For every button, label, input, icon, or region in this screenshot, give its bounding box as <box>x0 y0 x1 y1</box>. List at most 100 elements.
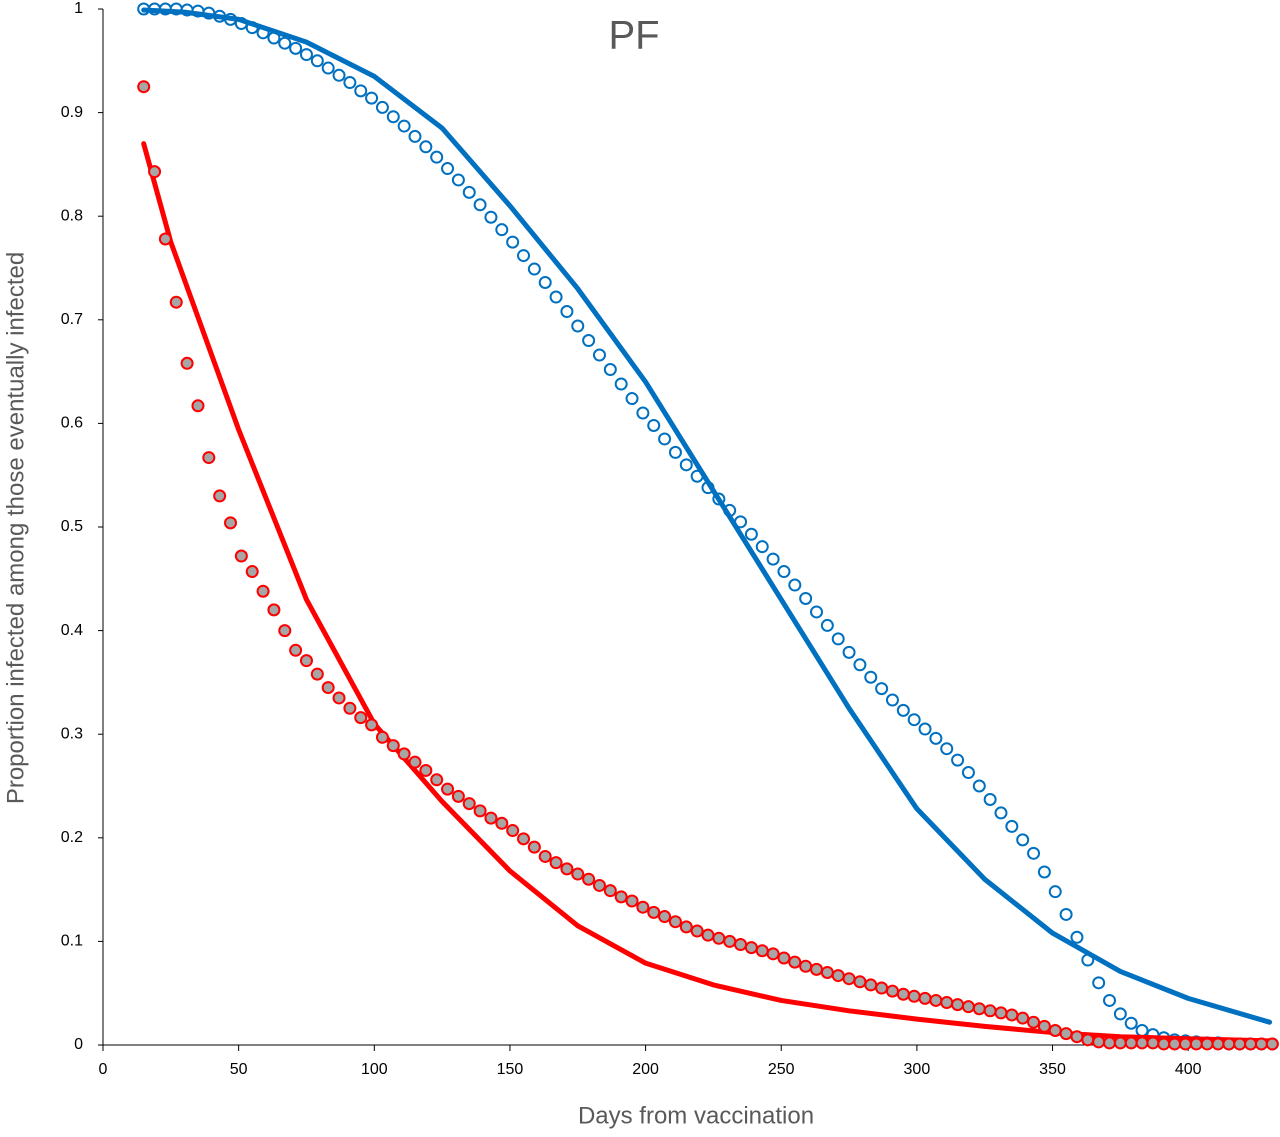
y-tick-label: 0.2 <box>61 829 83 846</box>
x-tick-label: 100 <box>361 1061 388 1078</box>
data-point <box>495 816 509 830</box>
data-point <box>614 890 628 904</box>
data-point <box>940 996 954 1010</box>
data-point <box>820 618 834 632</box>
x-axis-label: Days from vaccination <box>578 1102 814 1129</box>
data-point <box>755 540 769 554</box>
fit-line <box>141 141 1273 1044</box>
x-tick-label: 400 <box>1175 1061 1202 1078</box>
y-tick-label: 0.4 <box>61 622 83 639</box>
data-point <box>961 766 975 780</box>
data-point <box>885 984 899 998</box>
data-point <box>864 978 878 992</box>
data-point <box>375 730 389 744</box>
data-point <box>636 406 650 420</box>
data-point <box>386 739 400 753</box>
data-point <box>907 713 921 727</box>
data-point <box>1124 1036 1138 1050</box>
y-tick-label: 0.8 <box>61 207 83 224</box>
x-tick-label: 50 <box>230 1061 248 1078</box>
data-point <box>1103 1036 1117 1050</box>
data-point <box>278 624 292 638</box>
data-point <box>527 262 541 276</box>
data-point <box>961 1000 975 1014</box>
data-point <box>462 185 476 199</box>
data-point <box>744 941 758 955</box>
data-point <box>940 742 954 756</box>
chart-title: PF <box>608 14 659 58</box>
data-point <box>354 84 368 98</box>
data-point <box>951 753 965 767</box>
data-point <box>1037 1019 1051 1033</box>
data-point <box>506 235 520 249</box>
data-point <box>929 993 943 1007</box>
data-point <box>1135 1036 1149 1050</box>
data-point <box>755 944 769 958</box>
data-point <box>582 872 596 886</box>
data-point <box>777 951 791 965</box>
data-point <box>1092 1035 1106 1049</box>
data-point <box>972 779 986 793</box>
data-point <box>419 763 433 777</box>
data-point <box>875 682 889 696</box>
data-point <box>299 48 313 62</box>
data-point <box>430 773 444 787</box>
data-point <box>1048 1023 1062 1037</box>
data-point <box>918 722 932 736</box>
data-point <box>408 129 422 143</box>
data-point <box>929 731 943 745</box>
data-point <box>441 782 455 796</box>
data-point <box>506 824 520 838</box>
data-point <box>831 632 845 646</box>
data-point <box>278 36 292 50</box>
x-tick-label: 200 <box>632 1061 659 1078</box>
data-point <box>473 804 487 818</box>
data-point <box>430 150 444 164</box>
data-point <box>365 718 379 732</box>
data-point <box>582 334 596 348</box>
data-point <box>994 806 1008 820</box>
data-point <box>517 832 531 846</box>
x-tick-label: 150 <box>497 1061 524 1078</box>
data-point <box>983 792 997 806</box>
data-point <box>354 711 368 725</box>
data-point <box>289 41 303 55</box>
data-point <box>386 110 400 124</box>
data-point <box>766 947 780 961</box>
data-point <box>734 938 748 952</box>
data-point <box>831 969 845 983</box>
data-point <box>679 920 693 934</box>
y-tick-label: 0 <box>74 1036 83 1053</box>
data-point <box>842 972 856 986</box>
data-point <box>560 862 574 876</box>
data-point <box>451 173 465 187</box>
data-point <box>896 703 910 717</box>
data-point <box>1265 1037 1279 1051</box>
data-point <box>310 667 324 681</box>
data-point <box>191 399 205 413</box>
data-point <box>234 549 248 563</box>
data-point <box>343 701 357 715</box>
data-point <box>1005 819 1019 833</box>
data-point <box>592 878 606 892</box>
x-tick-label: 250 <box>768 1061 795 1078</box>
data-point <box>647 905 661 919</box>
data-point <box>169 295 183 309</box>
data-point <box>1016 833 1030 847</box>
data-point <box>484 811 498 825</box>
data-point <box>1244 1037 1258 1051</box>
data-point <box>1135 1023 1149 1037</box>
data-point <box>951 998 965 1012</box>
data-point <box>1070 1030 1084 1044</box>
data-point <box>875 981 889 995</box>
data-point <box>799 959 813 973</box>
data-point <box>1146 1036 1160 1050</box>
data-point <box>441 162 455 176</box>
data-point <box>1103 993 1117 1007</box>
data-point <box>484 210 498 224</box>
data-point <box>658 432 672 446</box>
data-point <box>451 789 465 803</box>
data-point <box>668 915 682 929</box>
y-tick-label: 1 <box>74 0 83 17</box>
